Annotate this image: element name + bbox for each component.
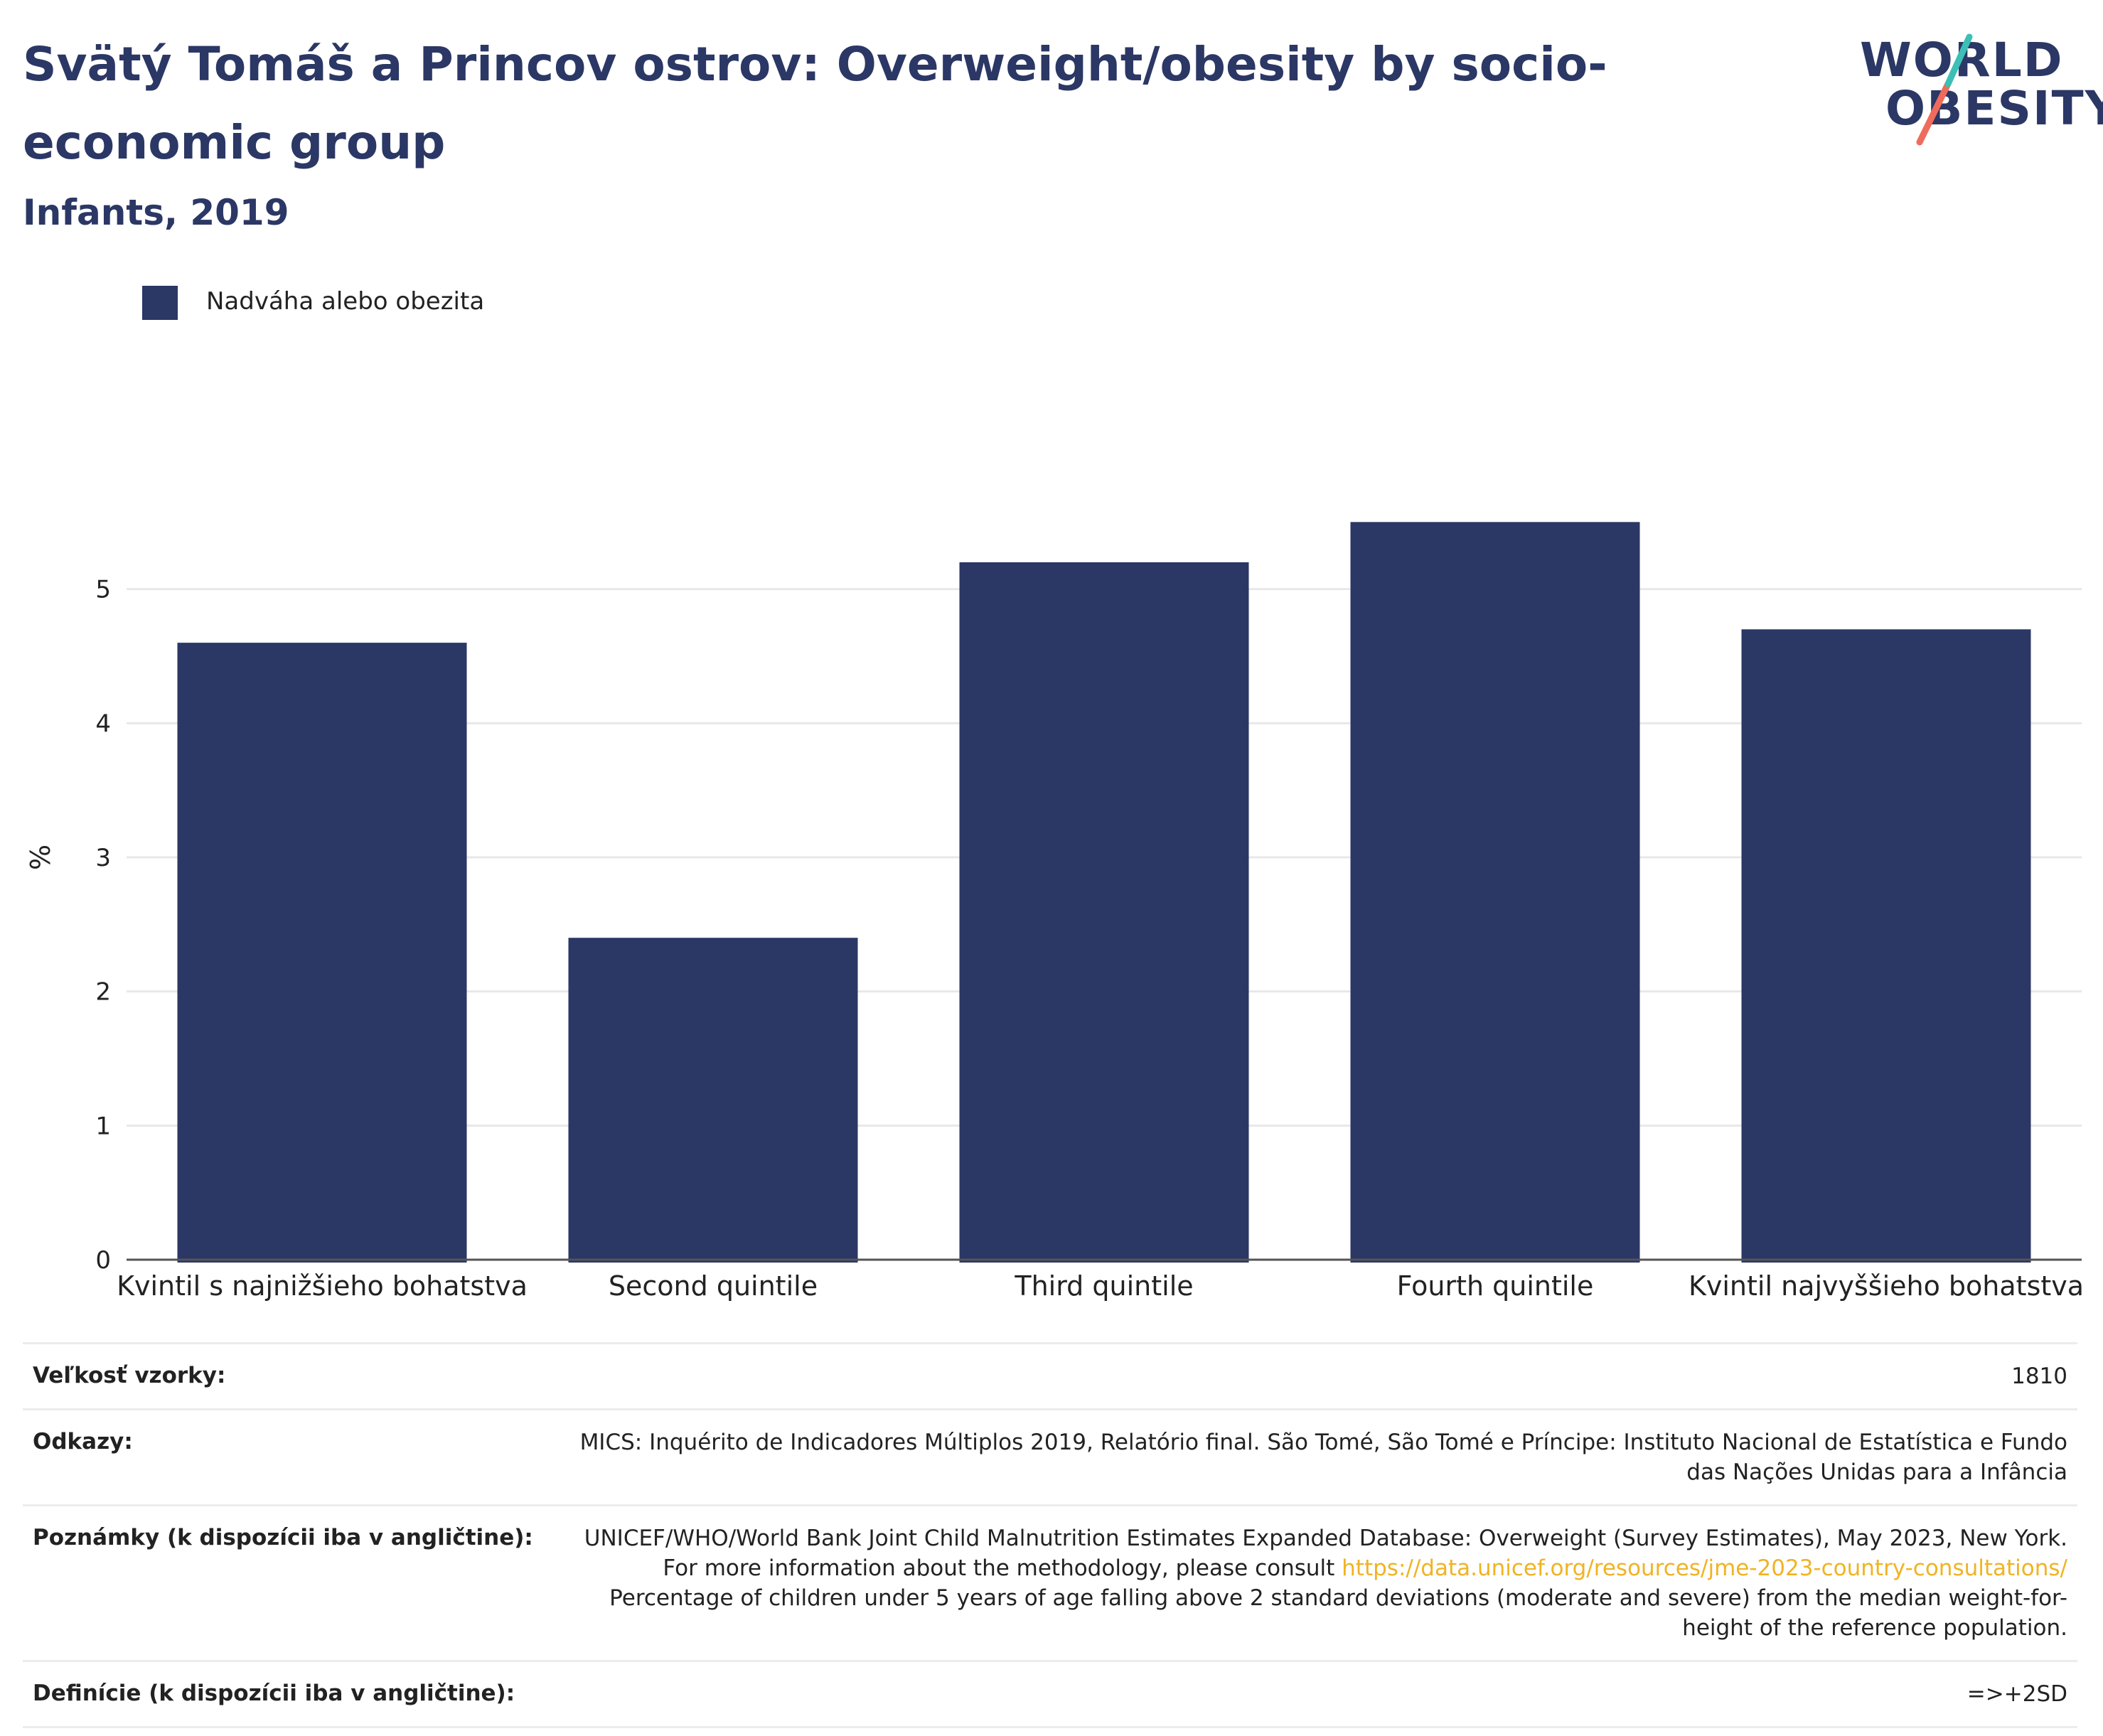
x-tick-label: Kvintil s najnižšieho bohatstva xyxy=(117,1270,528,1302)
bar xyxy=(1350,522,1640,1263)
footer-value: UNICEF/WHO/World Bank Joint Child Malnut… xyxy=(549,1506,2077,1660)
footer-row-definitions: Definície (k dispozícii iba v angličtine… xyxy=(23,1660,2077,1728)
bar xyxy=(568,938,858,1263)
footer-row-sample-size: Veľkosť vzorky: 1810 xyxy=(23,1342,2077,1408)
y-tick-label: 1 xyxy=(95,1112,111,1140)
footer-row-notes: Poznámky (k dispozícii iba v angličtine)… xyxy=(23,1504,2077,1660)
logo-line-2: OBESITY xyxy=(1885,81,2103,136)
notes-text-2: Percentage of children under 5 years of … xyxy=(609,1585,2067,1641)
bar-chart: 0 1 2 3 4 5% Kvintil s najnižšieho bohatstva Se… xyxy=(25,522,2084,1302)
y-tick-label: 5 xyxy=(95,576,111,604)
footer-label: Poznámky (k dispozícii iba v angličtine)… xyxy=(33,1525,533,1550)
footer-label: Definície (k dispozícii iba v angličtine… xyxy=(33,1681,515,1706)
footer-value: 1810 xyxy=(2011,1363,2067,1389)
bar xyxy=(177,643,467,1263)
bar xyxy=(959,562,1249,1263)
logo-slash-icon xyxy=(1916,33,1973,146)
footer-value: =>+2SD xyxy=(1966,1681,2067,1707)
x-tick-label: Kvintil najvyššieho bohatstva xyxy=(1689,1270,2084,1302)
legend-label: Nadváha alebo obezita xyxy=(206,287,485,316)
footer-value: MICS: Inquérito de Indicadores Múltiplos… xyxy=(579,1430,2067,1485)
y-tick-label: 3 xyxy=(95,844,111,872)
footer-label: Odkazy: xyxy=(33,1429,133,1454)
world-obesity-logo[interactable]: WORLD OBESITY xyxy=(1856,21,2103,149)
footer-row-references: Odkazy: MICS: Inquérito de Indicadores M… xyxy=(23,1408,2077,1504)
notes-link[interactable]: https://data.unicef.org/resources/jme-20… xyxy=(1342,1555,2067,1581)
legend-swatch xyxy=(142,286,178,320)
notes-text: UNICEF/WHO/World Bank Joint Child Malnut… xyxy=(584,1526,2067,1581)
y-tick-label: 4 xyxy=(95,709,111,738)
y-axis-label: % xyxy=(25,845,56,870)
y-tick-label: 0 xyxy=(95,1246,111,1275)
y-tick-label: 2 xyxy=(95,978,111,1007)
chart-title: Svätý Tomáš a Princov ostrov: Overweight… xyxy=(23,37,1607,170)
bar xyxy=(1741,629,2031,1263)
x-tick-label: Third quintile xyxy=(1014,1270,1193,1302)
footer-label: Veľkosť vzorky: xyxy=(33,1363,226,1388)
chart-subtitle: Infants, 2019 xyxy=(23,192,289,233)
footer-table: Veľkosť vzorky: 1810 Odkazy: MICS: Inqué… xyxy=(23,1342,2077,1728)
x-tick-label: Fourth quintile xyxy=(1397,1270,1594,1302)
x-tick-label: Second quintile xyxy=(609,1270,818,1302)
